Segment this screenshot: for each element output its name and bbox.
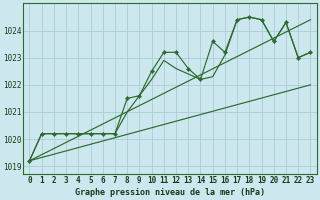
- X-axis label: Graphe pression niveau de la mer (hPa): Graphe pression niveau de la mer (hPa): [75, 188, 265, 197]
